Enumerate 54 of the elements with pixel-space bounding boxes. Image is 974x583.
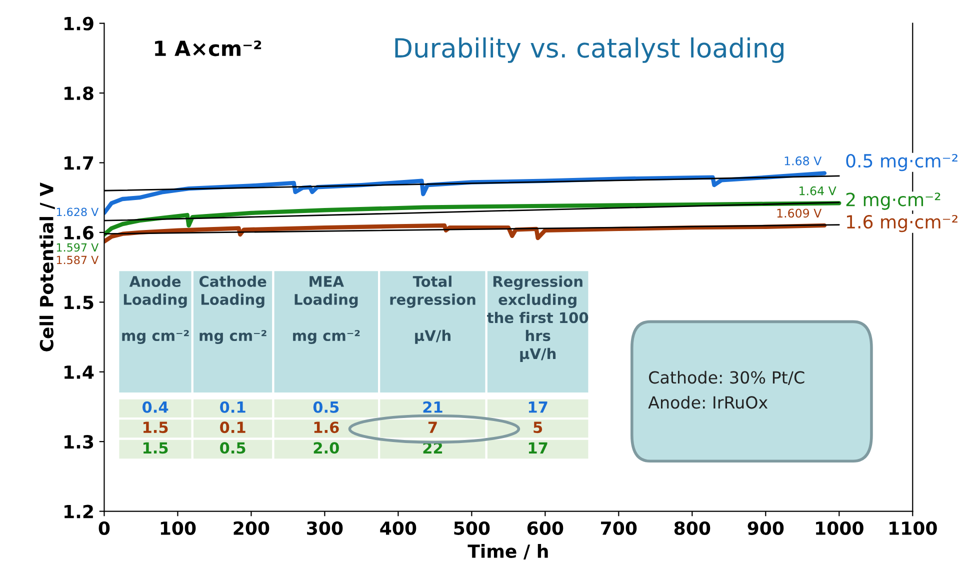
annotation: 1.5 — [143, 422, 168, 434]
annotation: 0.5 — [220, 442, 246, 454]
y-tick-label: 1.2 — [64, 504, 93, 518]
annotation: 1.597 V — [56, 243, 99, 252]
annotation: 1.5 — [143, 442, 168, 454]
annotation: 0.1 — [220, 401, 246, 413]
annotation: 21 — [423, 401, 442, 413]
x-tick-label: 300 — [307, 521, 343, 535]
y-tick-label: 1.8 — [64, 86, 94, 100]
annotation: 0.4 — [142, 401, 168, 413]
annotation: 0.1 — [220, 422, 246, 434]
y-tick-label: 1.7 — [64, 156, 94, 170]
annotation: 1.68 V — [784, 156, 822, 166]
line-series — [104, 223, 827, 244]
text: Durability vs. catalyst loading — [395, 37, 784, 63]
series-label: 0.5 mg·cm⁻² — [846, 154, 958, 172]
text: MEA Loading mg cm⁻² — [293, 276, 360, 344]
x-axis-title: Time / h — [468, 544, 548, 560]
annotation: 1.628 V — [56, 208, 99, 216]
annotation: Regression excluding the first 100 hrs µV/h — [487, 276, 588, 362]
x-tick-label: 0 — [98, 521, 110, 535]
y-tick-label: 1.3 — [64, 435, 94, 449]
series-label: 1.6 mg·cm⁻² — [847, 214, 958, 232]
text: Cathode Loading mg cm⁻² — [199, 276, 266, 344]
annotation: 17 — [528, 442, 548, 454]
annotation: 5 — [534, 422, 542, 434]
x-tick-label: 1100 — [890, 521, 937, 535]
x-tick-label: 100 — [160, 521, 196, 535]
x-tick-label: 700 — [601, 521, 637, 535]
y-tick-label: 1.5 — [64, 296, 94, 310]
x-tick-label: 1000 — [816, 521, 864, 535]
annotation: 1 A×cm⁻² — [155, 40, 262, 56]
y-tick-label: 1.6 — [64, 226, 94, 240]
y-axis-title: Cell Potential / V — [39, 182, 55, 352]
x-tick-label: 900 — [748, 521, 784, 535]
annotation: 1.587 V — [56, 256, 99, 264]
annotation: 1.6 — [314, 422, 339, 434]
text: Total regression µV/h — [390, 276, 476, 344]
y-tick-label: 1.4 — [64, 366, 94, 379]
x-tick-label: 200 — [234, 521, 270, 535]
annotation: 0.5 — [313, 401, 339, 413]
annotation: 17 — [528, 402, 548, 413]
x-tick-label: 600 — [527, 521, 564, 535]
annotation: 2.0 — [314, 442, 339, 454]
x-tick-label: 800 — [674, 521, 710, 535]
y-tick-label: 1.9 — [64, 16, 94, 30]
series-label: 2 mg·cm⁻² — [846, 192, 940, 210]
annotation: 1.64 V — [800, 186, 836, 196]
x-tick-label: 400 — [380, 521, 416, 535]
annotation: 7 — [428, 422, 437, 433]
annotation: Cathode: 30% Pt/C Anode: IrRuOx — [648, 370, 804, 409]
x-tick-label: 500 — [454, 521, 490, 535]
annotation: 1.609 V — [777, 208, 822, 218]
text: Anode Loading mg cm⁻² — [122, 276, 189, 344]
